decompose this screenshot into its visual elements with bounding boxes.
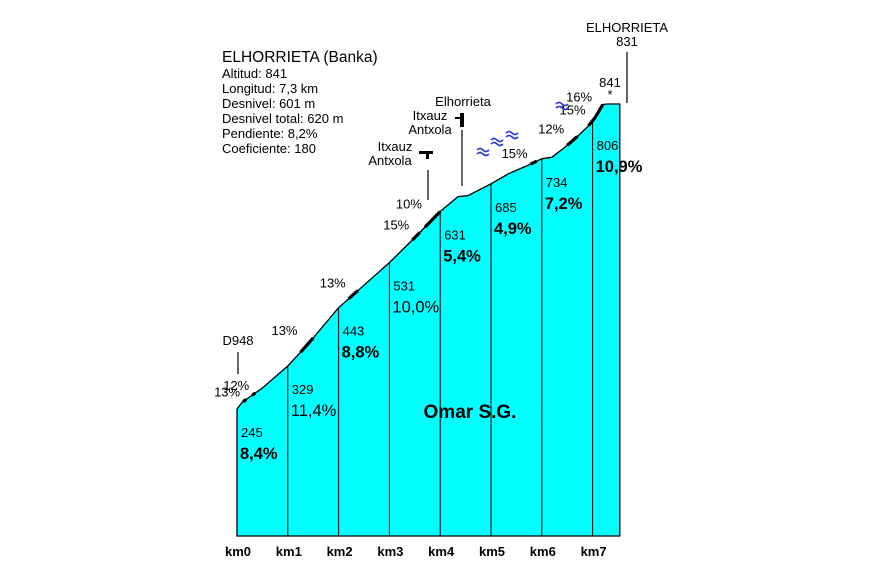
summary-elevation-gain: Desnivel: 601 m: [222, 96, 315, 111]
x-tick-label: km5: [479, 544, 505, 559]
summary-altitude: Altitud: 841: [222, 66, 287, 81]
steep-section-label: 10%: [396, 196, 422, 211]
steep-section-label: 15%: [560, 103, 586, 118]
marks-layer: 245 8,4% 329 11,4% 443 8,8% 531 10,0% 631 5,4% 685…: [214, 90, 643, 559]
steep-section-mark: [411, 231, 422, 242]
steep-section-mark: [529, 159, 538, 166]
x-tick-label: km6: [530, 544, 556, 559]
summary-length: Longitud: 7,3 km: [222, 81, 318, 96]
place-itxauz-1: Itxauz Antxola: [368, 139, 433, 200]
segment-gradient-label: 10,0%: [392, 299, 439, 317]
author-credit: Omar S.G.: [424, 402, 517, 423]
summary-gradient: Pendiente: 8,2%: [222, 126, 318, 141]
steep-section-mark: [251, 391, 257, 397]
segment-gradient-label: 8,4%: [240, 445, 278, 463]
steep-section-label: 13%: [271, 323, 297, 338]
place-d948-label: D948: [222, 333, 253, 348]
steep-section-mark: [593, 103, 605, 119]
segment-start-altitude: 443: [343, 324, 365, 339]
water-wave-icon: [476, 147, 490, 157]
water-wave-icon: [555, 101, 569, 111]
steep-section-mark: [423, 210, 442, 229]
steep-section-label: 15%: [502, 146, 528, 161]
segment-gradient-label: 10,9%: [596, 158, 643, 176]
x-tick-label: km4: [428, 544, 455, 559]
summit-label: ELHORRIETA 831 841 *: [586, 20, 668, 103]
place-elhorrieta-label: Elhorrieta: [435, 94, 491, 109]
summit-name: ELHORRIETA: [586, 20, 668, 35]
place-d948: D948: [222, 333, 254, 374]
summit-mark-symbol: *: [607, 87, 612, 102]
place-itxauz-2-line1: Itxauz: [413, 108, 448, 123]
steep-section-mark: [242, 398, 248, 403]
segment-gradient-label: 8,8%: [342, 344, 380, 362]
segment-gradient-label: 7,2%: [545, 195, 583, 213]
steep-section-label: 12%: [538, 121, 564, 136]
water-wave-icon: [505, 130, 519, 140]
x-tick-label: km1: [276, 544, 302, 559]
profile-layer: [236, 103, 621, 537]
crossroad-icon-stem: [426, 151, 429, 159]
place-itxauz-2: Itxauz Antxola Elhorrieta: [408, 94, 492, 186]
crossroad-icon-2-bar: [455, 117, 463, 119]
climb-title: ELHORRIETA (Banka): [222, 49, 378, 66]
steep-section-mark: [299, 336, 315, 354]
segment-start-altitude: 631: [444, 227, 466, 242]
segment-start-altitude: 685: [495, 200, 517, 215]
steep-section-mark: [566, 135, 579, 147]
segment-start-altitude: 329: [292, 382, 314, 397]
segment-start-altitude: 531: [393, 279, 415, 294]
steep-section-label: 13%: [320, 276, 346, 291]
x-tick-label: km0: [225, 544, 251, 559]
summit-mark-altitude: 841: [599, 75, 621, 90]
segment-start-altitude: 806: [597, 138, 619, 153]
water-wave-icon: [490, 137, 504, 147]
profile-area: [236, 103, 621, 537]
crossroad-icon-2: [460, 113, 464, 127]
x-tick-label: km2: [327, 544, 353, 559]
steep-section-label: 15%: [383, 217, 409, 232]
segment-start-altitude: 245: [241, 425, 263, 440]
segment-gradient-label: 4,9%: [494, 220, 532, 238]
place-itxauz-1-line2: Antxola: [368, 153, 412, 168]
steep-section-label: 13%: [214, 384, 240, 399]
steep-section-mark: [587, 116, 597, 127]
place-itxauz-2-line2: Antxola: [408, 122, 452, 137]
segment-gradient-label: 5,4%: [443, 247, 481, 265]
place-itxauz-1-line1: Itxauz: [378, 139, 413, 154]
x-tick-label: km3: [377, 544, 403, 559]
steep-section-label: 12%: [223, 378, 249, 393]
summary-coefficient: Coeficiente: 180: [222, 141, 316, 156]
x-tick-label: km7: [581, 544, 607, 559]
steep-section-label: 16%: [566, 90, 592, 105]
summit-altitude: 831: [616, 34, 638, 49]
summary-total-gain: Desnivel total: 620 m: [222, 111, 343, 126]
wave-icons: [476, 101, 569, 157]
climb-summary: ELHORRIETA (Banka) Altitud: 841 Longitud…: [222, 49, 378, 156]
segment-gradient-label: 11,4%: [291, 402, 337, 420]
segment-start-altitude: 734: [546, 175, 568, 190]
steep-section-mark: [347, 289, 359, 300]
